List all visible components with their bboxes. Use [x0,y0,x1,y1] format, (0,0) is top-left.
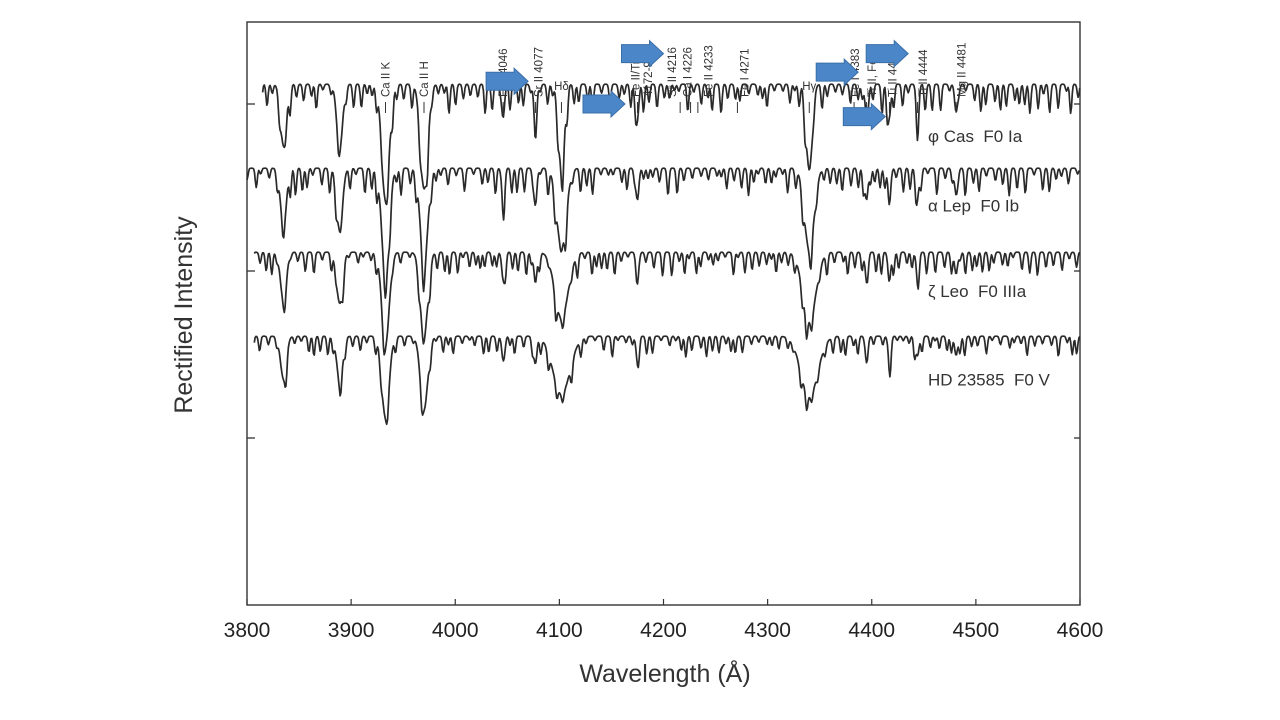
spectrum-series-1 [261,83,1081,206]
annotation-label-5: Fe II/Ti II [630,52,642,97]
x-tick-label-3900: 3900 [328,619,375,642]
spectrum-series-3 [253,251,1081,356]
spectrum-series-4 [253,335,1081,426]
annotation-label-8: Ca I 4226 [682,47,694,97]
annotation-label-9: Fe II 4233 [703,45,715,97]
plot-frame [246,21,1081,606]
annotation-label-1: Ca II H [419,61,431,97]
highlight-arrow-3 [621,39,665,68]
annotation-label-6: 4172-9 [643,61,655,97]
annotation-label-11: Hγ [802,81,816,93]
highlight-arrow-6 [865,39,909,68]
annotation-label-15: Ti II 4444 [918,49,930,97]
x-tick-label-4600: 4600 [1057,619,1104,642]
x-tick-label-4000: 4000 [432,619,479,642]
annotation-label-4: Hδ [554,81,569,93]
star-label-1: φ Cas F0 Ia [928,127,1023,146]
annotation-label-7: Sr II 4216 [667,47,679,97]
x-tick-label-4100: 4100 [536,619,583,642]
star-label-4: HD 23585 F0 V [928,370,1051,389]
x-tick-label-4300: 4300 [744,619,791,642]
annotation-label-16: Mg II 4481 [956,43,968,97]
annotation-label-0: Ca II K [380,62,392,97]
highlight-arrow-1 [485,67,529,96]
x-axis-ticks: 3800 3900 4000 4100 4200 4300 4400 4500 4600 [224,599,1104,642]
x-tick-label-4400: 4400 [848,619,895,642]
star-label-2: α Lep F0 Ib [928,197,1019,216]
highlight-arrow-4 [815,57,859,87]
annotation-label-10: Fe I 4271 [740,48,752,97]
x-axis-title: Wavelength (Å) [579,658,750,688]
annotation-label-3: Sr II 4077 [534,47,546,97]
highlight-arrow-5 [842,102,887,131]
x-tick-label-3800: 3800 [224,619,271,642]
spectra-series [246,83,1081,426]
y-axis-title: Rectified Intensity [170,216,198,414]
x-tick-label-4500: 4500 [953,619,1000,642]
x-tick-label-4200: 4200 [640,619,687,642]
star-label-3: ζ Leo F0 IIIa [928,282,1027,301]
spectrum-series-2 [246,167,1081,299]
y-axis-ticks [247,103,1080,439]
highlight-arrows [485,39,909,131]
star-labels: φ Cas F0 Ia α Lep F0 Ib ζ Leo F0 IIIa HD 23… [928,127,1051,390]
highlight-arrow-2 [582,89,626,119]
